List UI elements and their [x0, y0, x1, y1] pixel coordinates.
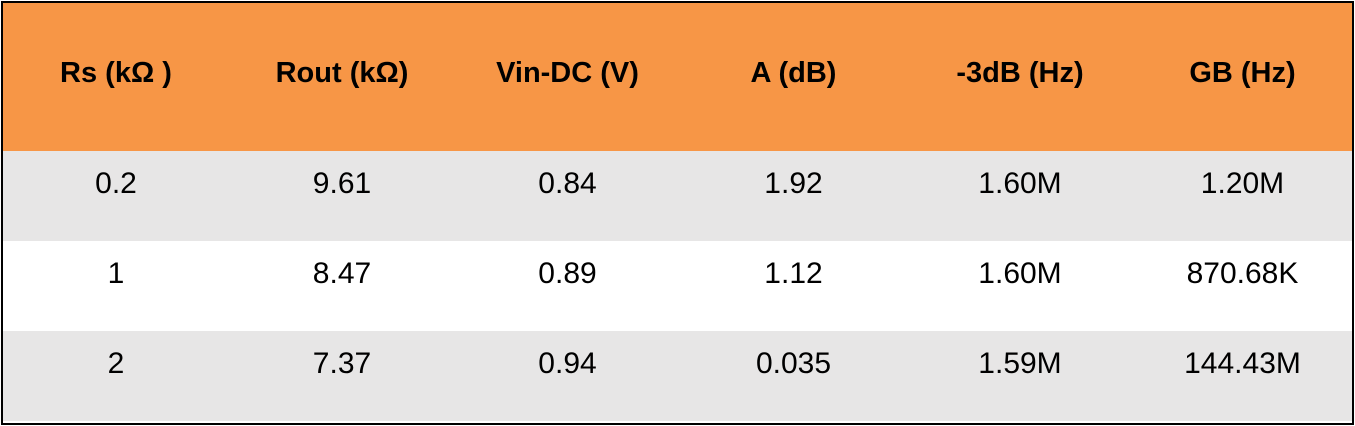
- table-row: 0.2 9.61 0.84 1.92 1.60M 1.20M: [3, 151, 1352, 241]
- table-cell: 144.43M: [1184, 347, 1301, 380]
- table-cell: 1.20M: [1200, 167, 1285, 200]
- table-cell: 0.035: [755, 347, 832, 380]
- table-header-row: Rs (kΩ ) Rout (kΩ) Vin-DC (V) A (dB) -3d…: [3, 3, 1352, 151]
- table-cell: 8.47: [312, 257, 372, 290]
- table-cell: 1: [107, 257, 125, 290]
- table-cell: 870.68K: [1186, 257, 1299, 290]
- table-cell: 1.59M: [978, 347, 1062, 380]
- table-row: 2 7.37 0.94 0.035 1.59M 144.43M: [3, 331, 1352, 421]
- header-cell-rs: Rs (kΩ ): [60, 56, 172, 89]
- table-cell: 1.60M: [978, 167, 1062, 200]
- table-cell: 1.60M: [978, 257, 1062, 290]
- table-cell: 7.37: [312, 347, 372, 380]
- header-cell-rout: Rout (kΩ): [275, 56, 409, 89]
- table-cell: 9.61: [312, 167, 372, 200]
- header-cell-gain: A (dB): [750, 56, 837, 89]
- table-cell: 1.92: [764, 167, 823, 200]
- table-cell: 1.12: [764, 257, 823, 290]
- table-cell: 0.94: [538, 347, 597, 380]
- table-row: 1 8.47 0.89 1.12 1.60M 870.68K: [3, 241, 1352, 331]
- header-cell-3db: -3dB (Hz): [956, 56, 1084, 89]
- table-cell: 2: [107, 347, 125, 380]
- header-cell-vin-dc: Vin-DC (V): [496, 56, 639, 89]
- table-cell: 0.2: [95, 167, 137, 200]
- table-cell: 0.89: [538, 257, 597, 290]
- header-cell-gb: GB (Hz): [1189, 56, 1296, 89]
- table-cell: 0.84: [538, 167, 597, 200]
